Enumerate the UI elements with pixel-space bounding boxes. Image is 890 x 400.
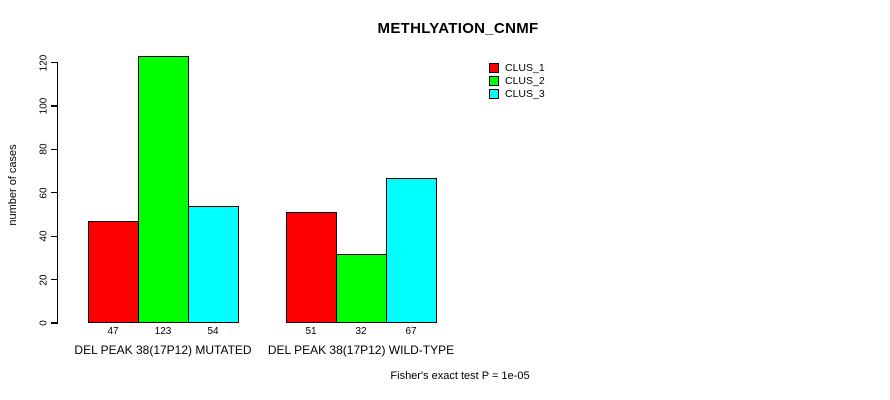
bar-clus_1-group1: [88, 221, 139, 323]
legend-label-clus_2: CLUS_2: [505, 74, 545, 87]
y-tick-label-120: 120: [38, 54, 50, 71]
y-tick-label-40: 40: [38, 230, 50, 242]
bar-clus_2-group1: [138, 56, 189, 323]
legend-item-clus_3: CLUS_3: [489, 87, 545, 100]
legend: CLUS_1 CLUS_2 CLUS_3: [489, 61, 545, 100]
legend-swatch-clus_2: [489, 75, 499, 86]
y-tick-mark-80: [51, 148, 58, 151]
bar-value-label-group1-1: 47: [107, 326, 119, 337]
y-tick-label-60: 60: [38, 187, 50, 199]
y-tick-mark-100: [51, 105, 58, 107]
footer-stat-text: Fisher's exact test P = 1e-05: [390, 370, 530, 382]
legend-item-clus_1: CLUS_1: [489, 61, 545, 74]
bar-value-label-group2-3: 67: [405, 326, 417, 337]
x-axis-category-label-1: DEL PEAK 38(17P12) MUTATED: [74, 343, 252, 357]
y-tick-mark-20: [51, 279, 58, 281]
y-tick-label-20: 20: [38, 274, 50, 286]
y-tick-mark-120: [51, 62, 58, 64]
y-tick-label-0: 0: [38, 320, 50, 326]
y-tick-label-80: 80: [38, 143, 50, 155]
legend-item-clus_2: CLUS_2: [489, 74, 545, 87]
y-tick-mark-40: [51, 235, 58, 237]
y-tick-label-100: 100: [38, 97, 50, 115]
y-tick-mark-0: [51, 322, 58, 324]
bar-value-label-group1-2: 123: [154, 326, 172, 337]
bar-value-label-group2-2: 32: [355, 326, 367, 337]
bar-clus_1-group2: [286, 212, 337, 323]
bar-clus_3-group1: [188, 206, 239, 323]
legend-swatch-clus_3: [489, 88, 499, 99]
bar-clus_2-group2: [336, 254, 387, 323]
x-axis-category-label-2: DEL PEAK 38(17P12) WILD-TYPE: [267, 343, 455, 357]
legend-swatch-clus_1: [489, 62, 499, 73]
y-tick-mark-60: [51, 192, 58, 194]
legend-label-clus_1: CLUS_1: [505, 61, 545, 74]
y-axis-title: number of cases: [7, 144, 19, 226]
chart-title: METHLYATION_CNMF: [377, 20, 539, 37]
bar-value-label-group1-3: 54: [207, 326, 219, 337]
legend-label-clus_3: CLUS_3: [505, 87, 545, 100]
bar-clus_3-group2: [386, 178, 437, 323]
bar-value-label-group2-1: 51: [305, 326, 317, 337]
